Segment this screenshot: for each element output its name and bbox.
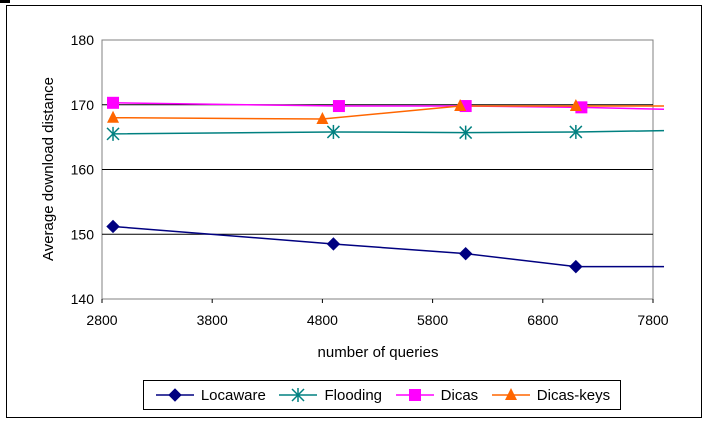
data-point-dicas-keys: [107, 110, 120, 123]
data-point-locaware: [326, 237, 341, 251]
legend-item-locaware: Locaware: [154, 387, 266, 404]
x-tick-label: 4800: [307, 312, 338, 328]
corner-mark: [0, 0, 10, 3]
legend-label: Dicas: [440, 386, 479, 404]
x-tick-label: 5800: [417, 312, 448, 328]
data-point-locaware: [458, 246, 473, 261]
y-tick-label: 180: [71, 32, 95, 48]
legend-item-dicas-keys: Dicas-keys: [490, 387, 610, 404]
data-point-dicas-keys: [316, 111, 329, 124]
legend: Locaware Flooding Dicas Dicas-keys: [143, 380, 621, 410]
legend-swatch-locaware: [155, 388, 194, 402]
legend-marker-flooding: [291, 388, 306, 402]
legend-swatch-dicas-keys: [491, 388, 530, 400]
y-tick-label: 160: [71, 162, 95, 178]
legend-marker-dicas: [408, 389, 421, 401]
x-axis-title: number of queries: [318, 344, 439, 361]
series-markers: [106, 96, 588, 274]
legend-marker-dicas-keys: [504, 388, 517, 400]
data-point-flooding: [569, 124, 583, 139]
data-point-locaware: [106, 219, 120, 234]
data-point-dicas: [332, 100, 345, 113]
y-tick-labels: 140 150 160 170 180: [71, 32, 95, 307]
legend-swatch-dicas: [395, 389, 434, 401]
legend-swatch-flooding: [279, 388, 318, 402]
data-point-dicas-keys: [454, 99, 467, 112]
legend-label: Dicas-keys: [536, 386, 611, 404]
y-axis-title: Average download distance: [40, 77, 57, 261]
data-point-dicas-keys: [569, 99, 582, 112]
data-point-flooding: [326, 124, 340, 139]
gridlines: [102, 104, 653, 235]
x-tick-label: 3800: [197, 312, 228, 328]
x-tick-labels: 2800 3800 4800 5800 6800 7800: [86, 299, 669, 328]
legend-marker-locaware: [168, 388, 182, 402]
x-tick-label: 7800: [637, 312, 668, 328]
legend-item-flooding: Flooding: [277, 387, 382, 404]
data-point-flooding: [459, 125, 473, 140]
legend-label: Locaware: [200, 386, 266, 404]
data-point-locaware: [569, 259, 583, 274]
legend-label: Flooding: [324, 386, 383, 404]
data-point-dicas: [107, 96, 120, 109]
x-tick-label: 6800: [527, 312, 558, 328]
data-point-flooding: [106, 126, 120, 141]
legend-item-dicas: Dicas: [394, 386, 479, 404]
y-tick-label: 140: [71, 291, 95, 307]
y-tick-label: 170: [71, 97, 95, 113]
x-tick-label: 2800: [86, 312, 117, 328]
y-tick-label: 150: [71, 226, 95, 242]
